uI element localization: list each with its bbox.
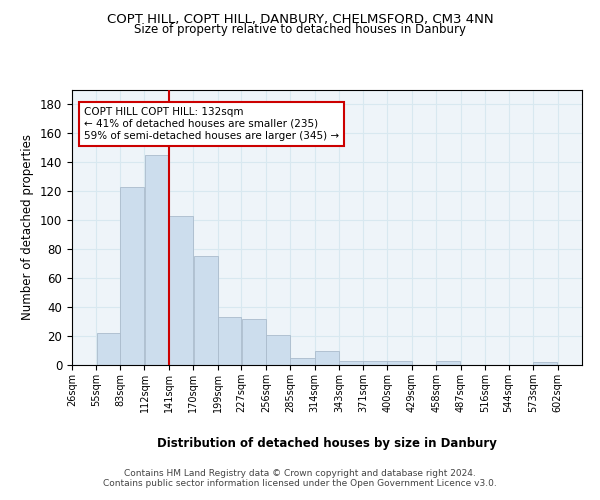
Bar [218, 317, 241, 365]
Text: Distribution of detached houses by size in Danbury: Distribution of detached houses by size … [157, 438, 497, 450]
Bar [194, 256, 218, 365]
Bar [436, 360, 460, 365]
Bar [290, 358, 314, 365]
Bar [363, 360, 387, 365]
Text: COPT HILL, COPT HILL, DANBURY, CHELMSFORD, CM3 4NN: COPT HILL, COPT HILL, DANBURY, CHELMSFOR… [107, 12, 493, 26]
Text: COPT HILL COPT HILL: 132sqm
← 41% of detached houses are smaller (235)
59% of se: COPT HILL COPT HILL: 132sqm ← 41% of det… [84, 108, 339, 140]
Bar [388, 360, 412, 365]
Bar [169, 216, 193, 365]
Text: Contains public sector information licensed under the Open Government Licence v3: Contains public sector information licen… [103, 478, 497, 488]
Bar [120, 187, 145, 365]
Bar [97, 333, 120, 365]
Bar [266, 334, 290, 365]
Bar [340, 360, 363, 365]
Bar [145, 155, 169, 365]
Bar [533, 362, 557, 365]
Y-axis label: Number of detached properties: Number of detached properties [22, 134, 34, 320]
Bar [315, 350, 339, 365]
Text: Size of property relative to detached houses in Danbury: Size of property relative to detached ho… [134, 22, 466, 36]
Text: Contains HM Land Registry data © Crown copyright and database right 2024.: Contains HM Land Registry data © Crown c… [124, 468, 476, 477]
Bar [242, 318, 266, 365]
